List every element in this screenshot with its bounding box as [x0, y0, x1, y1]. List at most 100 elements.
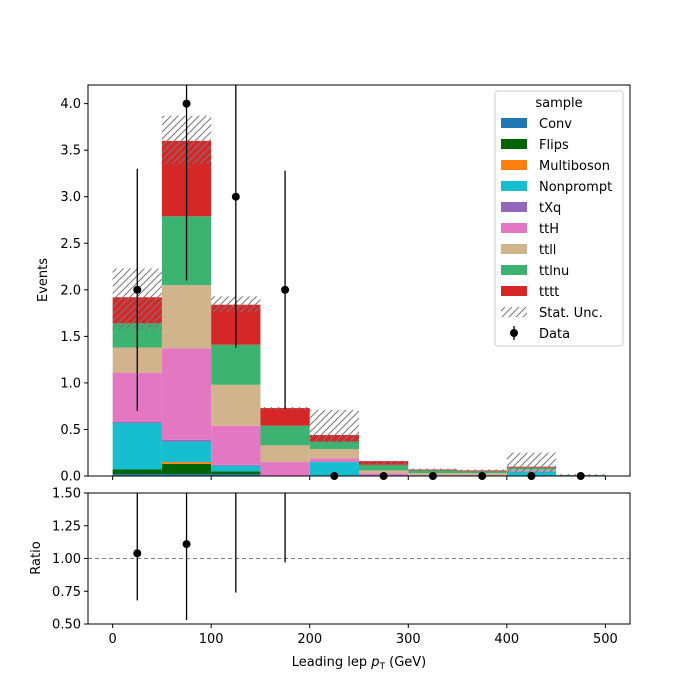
bar-ttlnu-6: [408, 470, 458, 474]
legend-label-stat-unc: Stat. Unc.: [539, 306, 603, 321]
bar-nonprompt-4: [309, 462, 359, 476]
bar-tth-4: [309, 458, 359, 463]
bar-flips-1: [161, 463, 212, 475]
ratio-x-axis: 0 100 200 300 400 500: [108, 624, 618, 647]
stat-unc-band-4: [309, 409, 359, 444]
bar-nonprompt-1: [161, 441, 212, 463]
main-y-tick-label-3: 1.5: [60, 330, 81, 345]
legend-swatch-tttt: [501, 286, 527, 296]
main-y-tick-label-1: 0.5: [60, 423, 81, 438]
x-axis-label-subscript: T: [378, 662, 385, 672]
bar-conv-1: [161, 474, 212, 476]
ratio-y-tick-label-4: 1.50: [52, 487, 81, 502]
legend-frame: [494, 90, 624, 347]
legend-swatch-tth: [501, 223, 527, 233]
bar-txq-2: [211, 464, 261, 466]
main-y-axis: 0.0 0.5 1.0 1.5 2.0 2.5 3.0 3.5 4.0: [60, 97, 88, 485]
x-axis-label-unit: (GeV): [385, 655, 426, 670]
bar-ttll-5: [359, 470, 409, 474]
bar-ttll-2: [211, 384, 261, 426]
main-y-tick-label-6: 3.0: [60, 190, 81, 205]
main-y-axis-label: Events: [36, 258, 51, 302]
main-y-tick-label-2: 1.0: [60, 376, 81, 391]
legend-swatch-stat-unc: [501, 307, 527, 317]
legend-swatch-flips: [501, 139, 527, 149]
legend-label-ttlnu: ttlnu: [539, 264, 569, 279]
ratio-y-tick-label-0: 0.50: [52, 618, 81, 633]
main-y-tick-label-7: 3.5: [60, 144, 81, 159]
legend-label-tttt: tttt: [539, 285, 559, 300]
legend-title: sample: [535, 96, 582, 111]
ratio-plot-frame: [87, 492, 631, 625]
legend-label-txq: tXq: [539, 201, 561, 216]
bar-ttlnu-2: [211, 344, 261, 385]
x-axis-label-symbol: p: [370, 655, 379, 670]
legend-label-tth: ttH: [539, 222, 559, 237]
bar-ttlnu-3: [260, 425, 310, 446]
ratio-points: [133, 493, 286, 621]
ratio-y-axis-label: Ratio: [29, 541, 44, 574]
legend-label-flips: Flips: [539, 138, 569, 153]
main-y-tick-label-0: 0.0: [60, 470, 81, 485]
legend-swatch-nonprompt: [501, 181, 527, 191]
x-tick-label-3: 300: [396, 632, 421, 647]
bar-ttlnu-4: [309, 441, 359, 450]
ratio-y-tick-label-2: 1.00: [52, 552, 81, 567]
x-tick-label-5: 500: [593, 632, 618, 647]
data-point-1: [182, 99, 191, 108]
bar-conv-0: [112, 474, 162, 476]
x-axis-label: Leading lep pT (GeV): [292, 655, 426, 672]
bar-ttll-3: [260, 445, 310, 463]
main-x-ticks: [112, 476, 606, 480]
data-points: [133, 85, 585, 480]
ratio-y-tick-label-1: 0.75: [52, 585, 81, 600]
bar-ttlnu-5: [359, 464, 409, 471]
bar-conv-2: [211, 474, 261, 476]
bar-ttll-4: [309, 449, 359, 459]
data-point-2: [231, 192, 240, 201]
legend-label-multiboson: Multiboson: [539, 159, 610, 174]
ratio-point-1: [182, 540, 191, 549]
legend-label-nonprompt: Nonprompt: [539, 180, 612, 195]
main-plot-frame: [87, 84, 631, 477]
legend-swatch-txq: [501, 202, 527, 212]
stat-unc-band-6: [408, 468, 458, 471]
legend-label-data: Data: [539, 327, 570, 342]
main-y-tick-label-4: 2.0: [60, 283, 81, 298]
data-point-0: [133, 285, 142, 294]
legend: sample Conv Flips Multiboson Nonprompt tXq ttH…: [494, 90, 624, 347]
bar-txq-0: [112, 422, 162, 423]
legend-swatch-conv: [501, 118, 527, 128]
legend-swatch-ttlnu: [501, 265, 527, 275]
bar-ttll-1: [161, 285, 212, 349]
bar-tth-2: [211, 425, 261, 465]
bar-txq-1: [161, 439, 212, 442]
x-axis-label-main: Leading lep: [292, 655, 371, 670]
x-tick-label-2: 200: [297, 632, 322, 647]
legend-label-conv: Conv: [539, 117, 572, 132]
x-tick-label-0: 0: [108, 632, 116, 647]
ratio-point-0: [133, 549, 142, 558]
main-y-tick-label-8: 4.0: [60, 97, 81, 112]
legend-swatch-ttll: [501, 244, 527, 254]
bar-nonprompt-2: [211, 465, 261, 472]
bar-tth-3: [260, 462, 310, 476]
stat-unc-band-7: [457, 469, 507, 473]
legend-label-ttll: ttll: [539, 243, 556, 258]
bar-multiboson-1: [161, 462, 212, 464]
main-y-tick-label-5: 2.5: [60, 237, 81, 252]
legend-swatch-data: [510, 329, 518, 337]
bar-tth-1: [161, 348, 212, 440]
bar-nonprompt-0: [112, 422, 162, 470]
data-point-3: [281, 285, 290, 294]
ratio-y-axis: 0.50 0.75 1.00 1.25 1.50: [52, 487, 88, 633]
x-tick-label-1: 100: [199, 632, 224, 647]
stat-unc-band-8: [506, 452, 557, 474]
bar-tttt-3: [260, 408, 310, 426]
bar-flips-0: [112, 469, 162, 475]
bar-flips-2: [211, 471, 261, 475]
ratio-y-tick-label-3: 1.25: [52, 519, 81, 534]
stat-unc-band-5: [359, 461, 409, 464]
legend-swatch-multiboson: [501, 160, 527, 170]
